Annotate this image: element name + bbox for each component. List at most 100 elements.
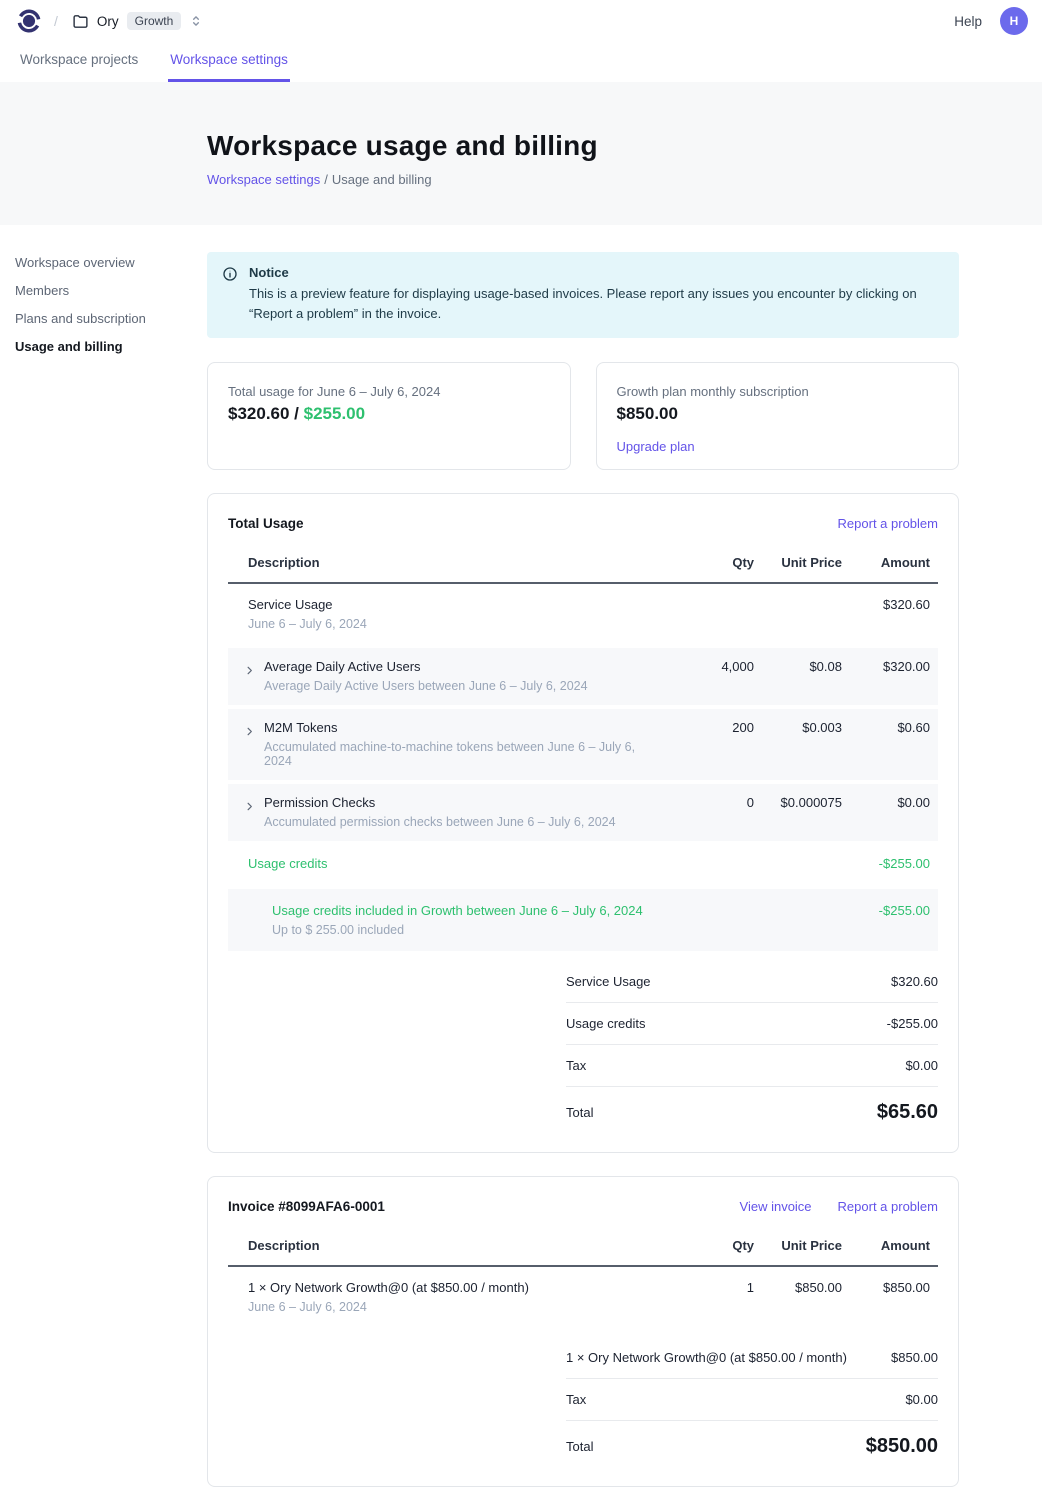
tab-workspace-projects[interactable]: Workspace projects (20, 52, 139, 67)
report-problem-link[interactable]: Report a problem (837, 1199, 938, 1215)
row-title: 1 × Ory Network Growth@0 (at $850.00 / m… (248, 1280, 529, 1296)
usage-separator: / (289, 404, 304, 424)
invoice-table: Description Qty Unit Price Amount 1 × Or… (228, 1228, 938, 1327)
summary-value: $320.60 (891, 974, 938, 990)
workspace-tabs: Workspace projects Workspace settings (0, 42, 1042, 82)
summary-row-tax: Tax $0.00 (566, 1045, 938, 1088)
summary-row-total: Total $65.60 (566, 1087, 938, 1126)
row-amount: -$255.00 (878, 903, 930, 919)
help-link[interactable]: Help (954, 13, 982, 29)
upgrade-plan-link[interactable]: Upgrade plan (616, 439, 695, 455)
ory-logo-icon[interactable] (16, 8, 42, 34)
row-title: Service Usage (248, 597, 333, 613)
sidebar-item-usage-and-billing[interactable]: Usage and billing (15, 339, 123, 354)
page-header: Workspace usage and billing Workspace se… (0, 82, 1042, 225)
sidebar-item-plans-and-subscription[interactable]: Plans and subscription (15, 311, 146, 326)
breadcrumb-current: Usage and billing (331, 172, 432, 187)
row-unit-price: $850.00 (795, 1280, 842, 1296)
chevron-right-icon[interactable] (244, 801, 255, 829)
row-subtitle: Average Daily Active Users between June … (264, 679, 588, 694)
row-qty: 0 (746, 795, 754, 811)
row-unit-price: $0.000075 (780, 795, 842, 811)
chevron-right-icon[interactable] (244, 726, 255, 768)
invoice-line-item-row: 1 × Ory Network Growth@0 (at $850.00 / m… (228, 1267, 938, 1327)
report-problem-link[interactable]: Report a problem (837, 516, 938, 532)
col-description: Description (248, 555, 320, 571)
chevron-right-icon[interactable] (244, 665, 255, 693)
sidebar-item-workspace-overview[interactable]: Workspace overview (15, 255, 135, 270)
row-amount: $320.60 (883, 597, 930, 613)
row-amount: -$255.00 (878, 856, 930, 872)
total-value: $65.60 (876, 1101, 938, 1124)
view-invoice-link[interactable]: View invoice (739, 1199, 812, 1215)
unfold-more-icon (189, 14, 203, 28)
summary-row-service-usage: Service Usage $320.60 (566, 961, 938, 1004)
total-value: $850.00 (865, 1435, 938, 1458)
invoice-title: Invoice #8099AFA6-0001 (228, 1199, 385, 1215)
main-content: Notice This is a preview feature for dis… (207, 252, 959, 1487)
summary-row-total: Total $850.00 (566, 1421, 938, 1460)
row-amount: $320.00 (883, 659, 930, 675)
plan-card: Growth plan monthly subscription $850.00… (595, 362, 959, 471)
breadcrumb: Workspace settings / Usage and billing (207, 172, 1042, 187)
invoice-panel: Invoice #8099AFA6-0001 View invoice Repo… (207, 1176, 959, 1487)
summary-value: $0.00 (905, 1392, 938, 1408)
row-amount: $0.00 (897, 795, 930, 811)
summary-row-subscription: 1 × Ory Network Growth@0 (at $850.00 / m… (566, 1337, 938, 1380)
row-title: Usage credits included in Growth between… (272, 903, 643, 919)
row-subtitle: Up to $ 255.00 included (272, 923, 405, 938)
total-label: Total (566, 1439, 594, 1455)
top-bar: / Ory Growth Help H (0, 0, 1042, 42)
line-item-adau: Average Daily Active Users Average Daily… (228, 648, 938, 706)
tab-workspace-settings[interactable]: Workspace settings (168, 42, 290, 82)
total-usage-value: $320.60 / $255.00 (228, 404, 550, 424)
row-title: Average Daily Active Users (264, 659, 421, 675)
col-unit-price: Unit Price (781, 555, 842, 571)
workspace-name: Ory (96, 13, 119, 29)
info-icon (222, 266, 238, 324)
usage-summary: Service Usage $320.60 Usage credits -$25… (566, 961, 938, 1126)
settings-sidenav: Workspace overview Members Plans and sub… (0, 252, 207, 1487)
row-subtitle: June 6 – July 6, 2024 (248, 617, 367, 632)
usage-table: Description Qty Unit Price Amount Servic… (228, 545, 938, 952)
total-usage-panel: Total Usage Report a problem Description… (207, 493, 959, 1154)
summary-label: Tax (566, 1058, 587, 1074)
notice-body: This is a preview feature for displaying… (249, 286, 917, 322)
row-qty: 200 (732, 720, 754, 736)
summary-value: -$255.00 (886, 1016, 938, 1032)
col-amount: Amount (880, 1238, 930, 1254)
row-subtitle: Accumulated machine-to-machine tokens be… (264, 740, 636, 769)
avatar[interactable]: H (1000, 7, 1028, 35)
service-usage-row: Service Usage June 6 – July 6, 2024 $320… (228, 584, 938, 644)
usage-panel-title: Total Usage (228, 516, 304, 532)
total-usage-label: Total usage for June 6 – July 6, 2024 (228, 384, 441, 400)
breadcrumb-separator: / (54, 13, 58, 29)
plan-badge: Growth (126, 12, 182, 30)
row-qty: 1 (746, 1280, 754, 1296)
workspace-switcher[interactable]: Ory Growth (72, 12, 203, 30)
col-qty: Qty (732, 555, 754, 571)
summary-row-tax: Tax $0.00 (566, 1379, 938, 1422)
usage-table-header: Description Qty Unit Price Amount (228, 545, 938, 585)
row-title: M2M Tokens (264, 720, 338, 736)
breadcrumb-workspace-settings[interactable]: Workspace settings (207, 172, 321, 187)
summary-value: $0.00 (905, 1058, 938, 1074)
row-amount: $850.00 (883, 1280, 930, 1296)
col-qty: Qty (732, 1238, 754, 1254)
usage-credits-row: Usage credits -$255.00 (228, 841, 938, 885)
summary-label: Tax (566, 1392, 587, 1408)
invoice-summary: 1 × Ory Network Growth@0 (at $850.00 / m… (566, 1337, 938, 1460)
plan-label: Growth plan monthly subscription (616, 384, 809, 400)
row-title: Usage credits (248, 856, 328, 872)
row-qty: 4,000 (721, 659, 754, 675)
invoice-table-header: Description Qty Unit Price Amount (228, 1228, 938, 1268)
sidebar-item-members[interactable]: Members (15, 283, 70, 298)
summary-label: Service Usage (566, 974, 651, 990)
usage-credits-detail-row: Usage credits included in Growth between… (228, 889, 938, 952)
plan-price: $850.00 (616, 404, 678, 424)
row-subtitle: June 6 – July 6, 2024 (248, 1300, 367, 1315)
notice-title: Notice (249, 265, 289, 280)
row-title: Permission Checks (264, 795, 376, 811)
row-amount: $0.60 (897, 720, 930, 736)
total-label: Total (566, 1105, 594, 1121)
